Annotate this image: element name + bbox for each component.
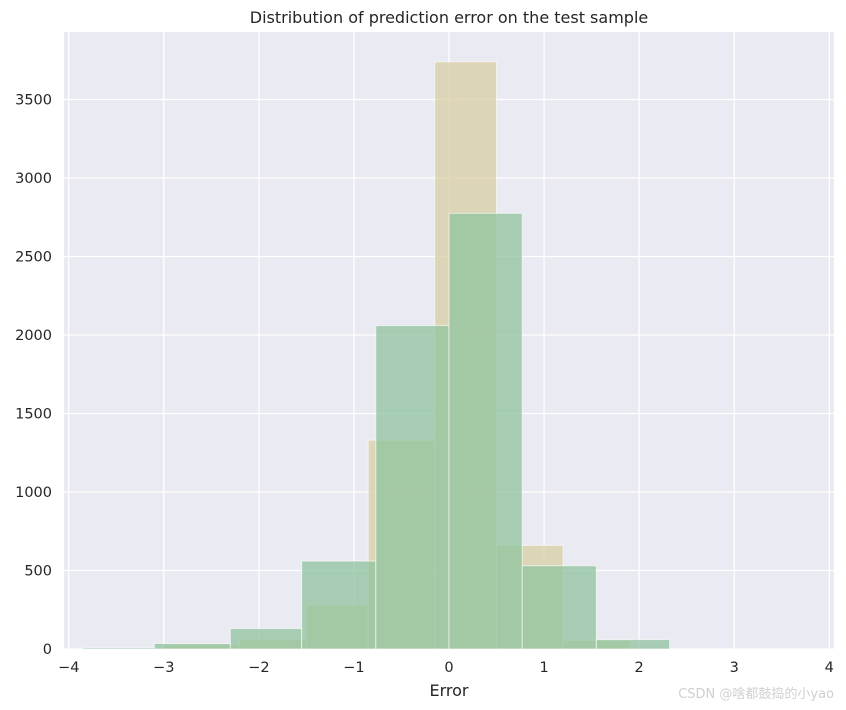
x-tick-label: 1 [539, 660, 548, 676]
histogram-bar-series-2 [375, 325, 450, 650]
histogram-bar-series-2 [229, 628, 303, 650]
x-tick-label: −2 [248, 660, 269, 676]
y-tick-label: 1500 [15, 407, 52, 423]
watermark: CSDN @啥都鼓捣的小yao [678, 687, 834, 702]
x-tick-label: 4 [825, 660, 834, 676]
y-tick-label: 0 [43, 642, 52, 658]
x-tick-label: 3 [730, 660, 739, 676]
y-tick-labels: 0 500 1000 1500 2000 2500 3000 3500 [15, 93, 52, 658]
histogram-bars [82, 61, 671, 650]
x-tick-labels: −4 −3 −2 −1 0 1 2 3 4 [58, 660, 834, 676]
x-tick-label: 2 [635, 660, 644, 676]
y-tick-label: 3500 [15, 93, 52, 109]
x-tick-label: −3 [153, 660, 174, 676]
x-axis-label: Error [430, 681, 469, 700]
x-tick-label: −1 [343, 660, 364, 676]
x-tick-label: 0 [444, 660, 453, 676]
histogram-bar-series-2 [595, 639, 671, 650]
y-tick-label: 500 [24, 564, 52, 580]
y-tick-label: 2000 [15, 328, 52, 344]
y-tick-label: 3000 [15, 171, 52, 187]
chart-title: Distribution of prediction error on the … [250, 8, 648, 27]
histogram-bar-series-2 [301, 560, 377, 650]
y-tick-label: 2500 [15, 250, 52, 266]
y-tick-label: 1000 [15, 485, 52, 501]
histogram-bar-series-2 [82, 647, 155, 650]
x-tick-label: −4 [58, 660, 79, 676]
histogram-bar-series-2 [153, 643, 231, 650]
histogram-bar-series-2 [448, 212, 523, 650]
histogram-bar-series-2 [521, 565, 597, 650]
